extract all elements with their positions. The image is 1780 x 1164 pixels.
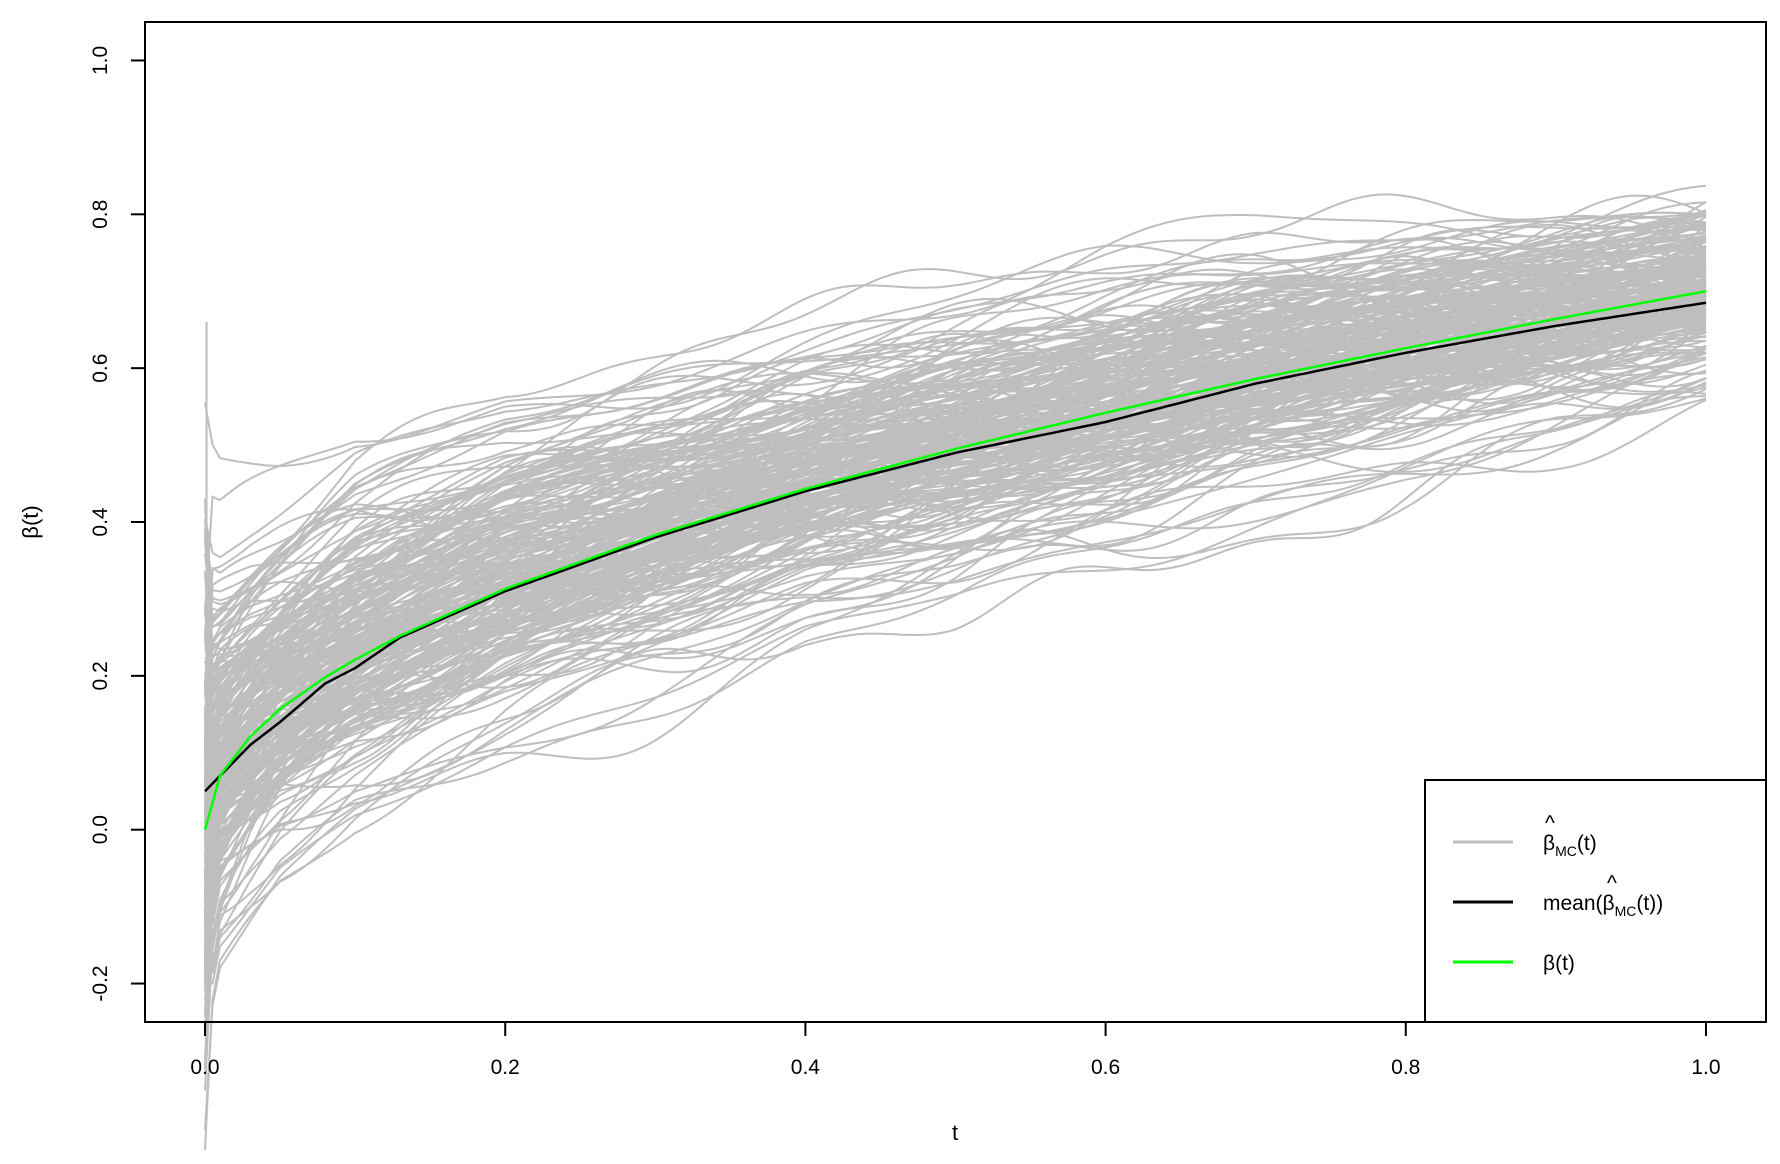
mc-curve bbox=[204, 236, 1706, 686]
mc-curve bbox=[204, 246, 1707, 752]
mc-curve bbox=[204, 238, 1707, 630]
y-tick-label: 0.2 bbox=[89, 661, 112, 690]
mc-curve bbox=[204, 368, 1707, 880]
mc-curve bbox=[204, 295, 1707, 810]
mc-curve bbox=[204, 311, 1707, 801]
legend-hat: ^ bbox=[1607, 872, 1617, 895]
mc-curve bbox=[204, 240, 1707, 710]
mc-curve bbox=[204, 266, 1707, 857]
x-tick-label: 1.0 bbox=[1691, 1056, 1720, 1079]
mc-curve bbox=[204, 296, 1707, 742]
mc-curve bbox=[204, 284, 1707, 916]
mc-curve bbox=[204, 216, 1707, 695]
true-curve-group bbox=[203, 289, 1707, 831]
mc-curve bbox=[204, 245, 1707, 654]
y-tick-label: 0.8 bbox=[89, 200, 112, 229]
x-tick-label: 0.2 bbox=[491, 1056, 520, 1079]
mc-curve bbox=[204, 214, 1707, 634]
x-axis: 0.0 0.2 0.4 0.6 0.8 1.0 bbox=[190, 1021, 1721, 1079]
mc-curve bbox=[204, 201, 1707, 718]
mc-curve bbox=[204, 377, 1707, 831]
legend-label: βMC(t) bbox=[1543, 832, 1597, 859]
mc-curve bbox=[204, 328, 1707, 870]
mc-curve bbox=[204, 251, 1707, 761]
y-axis: -0.2 0.0 0.2 0.4 0.6 0.8 1.0 bbox=[89, 46, 146, 1002]
mc-curve bbox=[204, 226, 1707, 861]
mc-curve bbox=[204, 193, 1707, 688]
mc-curve bbox=[204, 272, 1706, 745]
x-tick-label: 0.4 bbox=[791, 1056, 821, 1079]
mc-curve bbox=[204, 397, 1707, 985]
mc-curve bbox=[204, 241, 1707, 782]
mc-curve bbox=[204, 311, 1707, 903]
mc-curve bbox=[204, 331, 1707, 865]
x-axis-label: t bbox=[952, 1120, 958, 1145]
mc-curve bbox=[204, 222, 1707, 839]
x-tick-label: 0.6 bbox=[1091, 1056, 1120, 1079]
mc-curve bbox=[204, 256, 1707, 734]
legend: βMC(t)^mean(βMC(t))^β(t) bbox=[1424, 779, 1767, 1023]
mc-curve bbox=[204, 215, 1707, 788]
mc-curve bbox=[204, 369, 1707, 1017]
mc-curve bbox=[204, 316, 1707, 874]
x-tick-label: 0.0 bbox=[190, 1056, 219, 1079]
x-tick-label: 0.8 bbox=[1391, 1056, 1420, 1079]
mean-curve-group bbox=[204, 301, 1707, 793]
mc-curve bbox=[204, 357, 1707, 909]
y-tick-label: 0.6 bbox=[89, 354, 112, 383]
mc-curve bbox=[204, 213, 1707, 700]
mc-curve bbox=[204, 302, 1707, 852]
mc-curve bbox=[204, 201, 1707, 616]
y-tick-label: 1.0 bbox=[89, 46, 112, 75]
y-tick-label: -0.2 bbox=[89, 965, 112, 1001]
y-axis-label: β(t) bbox=[18, 505, 43, 538]
mc-curve bbox=[204, 390, 1707, 1000]
mc-curve bbox=[204, 324, 1707, 783]
legend-label: β(t) bbox=[1543, 952, 1575, 975]
y-tick-label: 0.4 bbox=[89, 507, 112, 537]
legend-label: mean(βMC(t)) bbox=[1543, 892, 1663, 919]
legend-hat: ^ bbox=[1545, 812, 1555, 835]
y-tick-label: 0.0 bbox=[89, 815, 112, 844]
mc-curve bbox=[204, 344, 1707, 935]
mc-curve bbox=[204, 253, 1707, 843]
mc-curve bbox=[204, 212, 1707, 650]
